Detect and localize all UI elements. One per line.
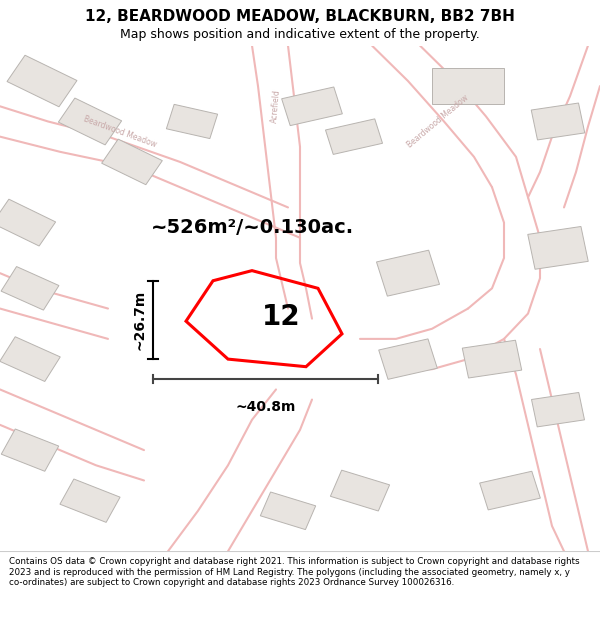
Text: ~526m²/~0.130ac.: ~526m²/~0.130ac.: [151, 218, 353, 237]
Polygon shape: [166, 104, 218, 139]
Text: 12: 12: [262, 303, 301, 331]
Polygon shape: [376, 250, 440, 296]
Text: ~40.8m: ~40.8m: [235, 399, 296, 414]
Polygon shape: [7, 55, 77, 107]
Polygon shape: [331, 470, 389, 511]
Polygon shape: [432, 68, 504, 104]
Text: Acrefield: Acrefield: [270, 89, 282, 124]
Polygon shape: [1, 429, 59, 471]
Text: Contains OS data © Crown copyright and database right 2021. This information is : Contains OS data © Crown copyright and d…: [9, 557, 580, 587]
Text: Beardwood Meadow: Beardwood Meadow: [82, 114, 158, 149]
Polygon shape: [0, 337, 60, 381]
Polygon shape: [462, 340, 522, 378]
Polygon shape: [528, 226, 588, 269]
Polygon shape: [1, 266, 59, 310]
Polygon shape: [281, 87, 343, 126]
Text: ~26.7m: ~26.7m: [133, 290, 147, 350]
Polygon shape: [379, 339, 437, 379]
Polygon shape: [58, 98, 122, 145]
Polygon shape: [0, 199, 56, 246]
Text: Map shows position and indicative extent of the property.: Map shows position and indicative extent…: [120, 28, 480, 41]
Polygon shape: [260, 492, 316, 529]
Polygon shape: [101, 139, 163, 185]
Text: Beardwood Meadow: Beardwood Meadow: [406, 93, 470, 149]
Polygon shape: [479, 471, 541, 510]
Polygon shape: [532, 392, 584, 427]
Polygon shape: [325, 119, 383, 154]
Text: 12, BEARDWOOD MEADOW, BLACKBURN, BB2 7BH: 12, BEARDWOOD MEADOW, BLACKBURN, BB2 7BH: [85, 9, 515, 24]
Polygon shape: [531, 103, 585, 140]
Polygon shape: [60, 479, 120, 522]
